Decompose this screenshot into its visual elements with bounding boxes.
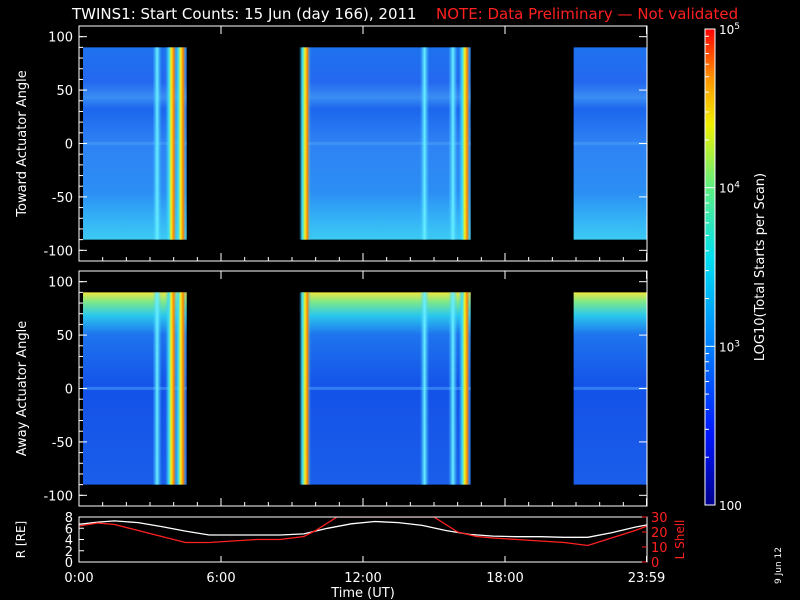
top-stripe-1 — [152, 47, 162, 240]
away-angle-panel: 100 50 0 -50 -100 Away Actuator Angle — [15, 270, 648, 507]
r-axis-label: R [RE] — [14, 521, 28, 558]
time-tick-label: 18:00 — [486, 571, 523, 586]
top-ytick-label: -50 — [52, 191, 73, 206]
top-zero-band-1 — [83, 141, 187, 145]
away-stripe-2 — [165, 292, 178, 485]
top-ytick-label: 0 — [65, 138, 73, 153]
away-stripe-1 — [152, 292, 162, 485]
top-zero-band-2 — [301, 141, 471, 145]
away-ytick-label: -100 — [43, 489, 73, 504]
colorbar-gradient — [705, 29, 715, 505]
away-stripe-5 — [420, 292, 430, 485]
top-stripe-3 — [174, 47, 187, 240]
top-stripe-5 — [420, 47, 430, 240]
colorbar-tick-label: 105 — [719, 22, 740, 37]
away-ytick-label: 0 — [65, 383, 73, 398]
away-zero-band-1 — [83, 386, 187, 390]
top-zero-band-3 — [573, 141, 647, 145]
top-ytick-label: -100 — [43, 244, 73, 259]
top-stripe-7 — [458, 47, 471, 240]
time-axis-label: Time (UT) — [330, 586, 395, 600]
l-axis-tick-label: 0 — [651, 556, 659, 571]
top-ylabel: Toward Actuator Angle — [15, 70, 30, 217]
r-axis-tick-label: 0 — [65, 556, 73, 571]
away-stripe-6 — [448, 292, 458, 485]
time-tick-label: 0:00 — [64, 571, 93, 586]
colorbar: 100 103 104 105 LOG10(Total Starts per Scan) — [704, 22, 768, 513]
r-distance-line — [79, 520, 647, 538]
away-zero-band-3 — [573, 386, 647, 390]
away-ytick-label: 100 — [48, 276, 73, 291]
away-stripe-3 — [174, 292, 187, 485]
time-tick-label: 12:00 — [344, 571, 381, 586]
preliminary-note: NOTE: Data Preliminary — Not validated — [436, 5, 739, 23]
l-axis-tick-label: 10 — [651, 541, 668, 556]
l-axis-label: L Shell — [673, 520, 687, 560]
l-axis-tick-label: 20 — [651, 526, 668, 541]
away-stripe-7 — [458, 292, 471, 485]
r-axis-tick-label: 8 — [65, 511, 73, 526]
away-ytick-label: -50 — [52, 436, 73, 451]
top-stripe-4 — [299, 47, 312, 240]
away-ylabel: Away Actuator Angle — [15, 321, 30, 456]
r-axis-tick-label: 6 — [65, 522, 73, 537]
l-axis-tick-label: 30 — [651, 511, 668, 526]
top-stripe-6 — [448, 47, 458, 240]
time-tick-label: 23:59 — [628, 571, 665, 586]
away-ytick-label: 50 — [56, 329, 73, 344]
top-stripe-2 — [165, 47, 178, 240]
colorbar-label: LOG10(Total Starts per Scan) — [753, 173, 768, 361]
colorbar-tick-label: 103 — [719, 339, 740, 354]
colorbar-tick-label: 100 — [719, 499, 742, 513]
toward-angle-panel: 100 50 0 -50 -100 Toward Actuator Angle — [15, 25, 648, 262]
top-ytick-label: 100 — [48, 31, 73, 46]
ephemeris-frame — [78, 516, 648, 563]
chart-title: TWINS1: Start Counts: 15 Jun (day 166), … — [72, 5, 417, 23]
colorbar-tick-label: 104 — [719, 181, 740, 196]
time-tick-label: 6:00 — [206, 571, 235, 586]
away-zero-band-2 — [301, 386, 471, 390]
away-stripe-4 — [299, 292, 312, 485]
r-axis-tick-label: 4 — [65, 534, 73, 549]
top-ytick-label: 50 — [56, 84, 73, 99]
l-shell-line — [79, 517, 647, 547]
r-axis-tick-label: 2 — [65, 545, 73, 560]
